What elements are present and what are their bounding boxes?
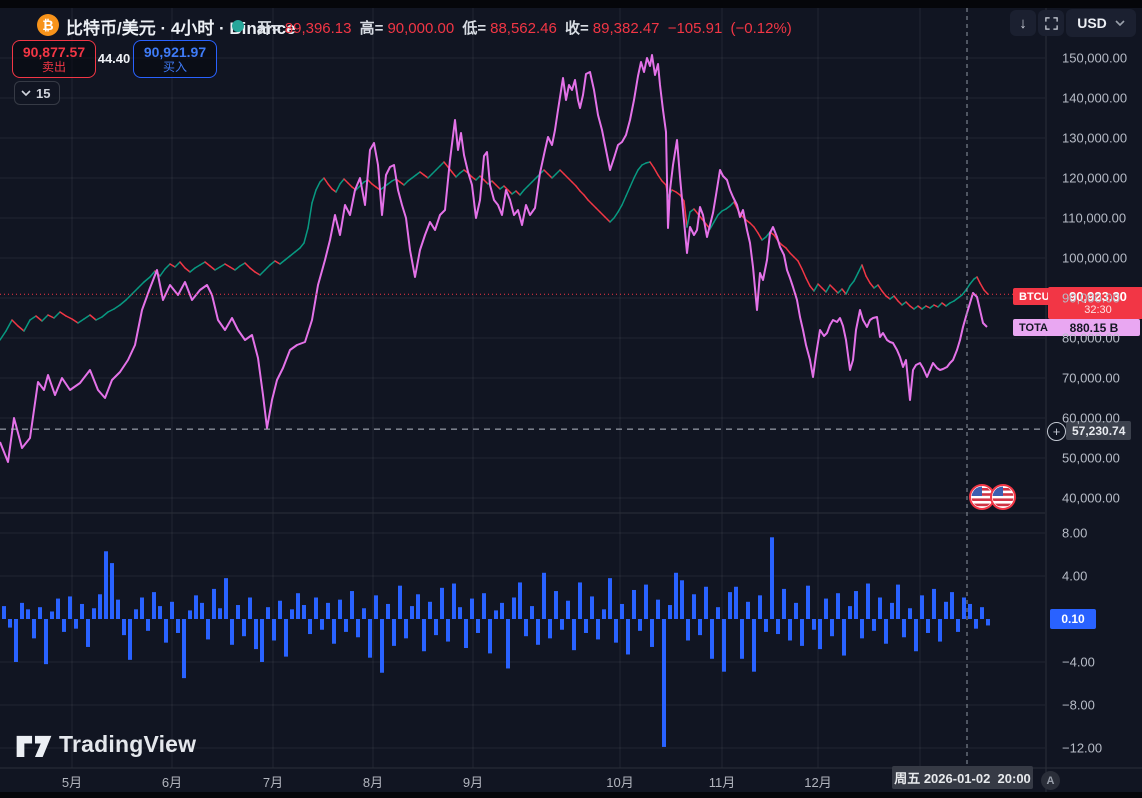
buy-label: 买入 <box>162 60 187 74</box>
month-tick-label: 11月 <box>708 775 736 790</box>
market-status-icon[interactable] <box>232 20 244 32</box>
change-value: −105.91 <box>667 20 723 37</box>
fullscreen-button[interactable] <box>1038 10 1064 36</box>
tradingview-logo[interactable]: TradingView <box>16 731 196 758</box>
price-tick-label: 150,000.00 <box>1062 50 1128 66</box>
total3-value-badge: 880.15 B <box>1048 319 1140 336</box>
price-tick-label: 50,000.00 <box>1062 450 1120 466</box>
month-tick-label: 7月 <box>262 775 284 790</box>
close-label: 收= <box>565 20 589 37</box>
high-label: 高= <box>359 20 384 37</box>
open-value: 89,396.13 <box>284 20 352 37</box>
currency-value: USD <box>1077 15 1107 31</box>
price-tick-label: 100,000.00 <box>1062 250 1128 266</box>
low-value: 88,562.46 <box>490 20 557 37</box>
indicator-tick-label: −12.00 <box>1062 740 1103 756</box>
spread-value: 44.40 <box>97 51 131 66</box>
price-tick-label: 110,000.00 <box>1062 210 1127 226</box>
timeframe-selector[interactable]: 15 <box>14 81 61 105</box>
fullscreen-icon <box>1044 16 1058 30</box>
download-button[interactable]: ↓ <box>1010 10 1036 36</box>
month-tick-label: 5月 <box>61 775 83 790</box>
bitcoin-icon: ₿ <box>37 14 59 36</box>
chevron-down-icon <box>1115 20 1125 26</box>
sell-button[interactable]: 90,877.57 卖出 <box>12 40 96 78</box>
buy-price: 90,921.97 <box>143 44 207 60</box>
month-tick-label: 12月 <box>804 775 832 790</box>
price-tick-label: 80,000.00 <box>1062 330 1120 346</box>
auto-scale-button[interactable]: A <box>1041 771 1060 790</box>
indicator-tick-label: −4.00 <box>1062 654 1095 670</box>
indicator-tick-label: 8.00 <box>1062 525 1088 541</box>
bottom-border-strip <box>0 792 1142 798</box>
close-value: 89,382.47 <box>592 20 660 37</box>
month-tick-label: 6月 <box>161 775 183 790</box>
tradingview-logo-text: TradingView <box>59 731 197 757</box>
btcusd-last-price: 90,923.30 <box>1069 289 1127 304</box>
us-flag-icon <box>969 484 995 510</box>
buy-button[interactable]: 90,921.97 买入 <box>133 40 217 78</box>
tradingview-logo-icon <box>16 735 52 758</box>
price-tick-label: 90,000.00 <box>1062 290 1120 306</box>
ohlc-readout: 开= 89,396.13 高= 90,000.00 低= 88,562.46 收= 89… <box>257 17 796 38</box>
month-tick-label: 10月 <box>606 775 634 790</box>
price-tick-label: 70,000.00 <box>1062 370 1120 386</box>
sell-label: 卖出 <box>41 60 66 74</box>
price-level-badge[interactable]: 57,230.74 <box>1066 421 1132 440</box>
sell-price: 90,877.57 <box>22 44 86 60</box>
change-pct-value: (−0.12%) <box>730 20 792 37</box>
download-icon: ↓ <box>1019 14 1027 32</box>
high-value: 90,000.00 <box>387 20 455 37</box>
price-tick-label: 60,000.00 <box>1062 410 1120 426</box>
price-tick-label: 140,000.00 <box>1062 90 1128 106</box>
indicator-value-badge: 0.10 <box>1050 609 1096 629</box>
us-flag-icon <box>990 484 1016 510</box>
currency-dropdown[interactable]: USD <box>1066 9 1136 37</box>
indicator-tick-label: −8.00 <box>1062 697 1095 713</box>
open-label: 开= <box>257 20 281 37</box>
month-tick-label: 8月 <box>362 775 384 790</box>
chevron-down-icon <box>21 90 31 96</box>
crosshair-date-badge: 周五 2026-01-02 20:00 <box>892 766 1033 789</box>
price-tick-label: 130,000.00 <box>1062 130 1128 146</box>
timeframe-value: 15 <box>36 85 51 101</box>
low-label: 低= <box>462 20 487 37</box>
top-border-strip <box>0 0 1142 8</box>
price-tick-label: 120,000.00 <box>1062 170 1128 186</box>
plus-circle-icon[interactable]: + <box>1047 422 1066 441</box>
bar-countdown: 32:30 <box>1084 304 1112 316</box>
indicator-tick-label: 4.00 <box>1062 568 1088 584</box>
price-tick-label: 40,000.00 <box>1062 490 1120 506</box>
month-tick-label: 9月 <box>462 775 484 790</box>
btcusd-price-badge[interactable]: 90,923.30 32:30 <box>1048 287 1142 319</box>
event-markers[interactable] <box>969 484 1017 510</box>
